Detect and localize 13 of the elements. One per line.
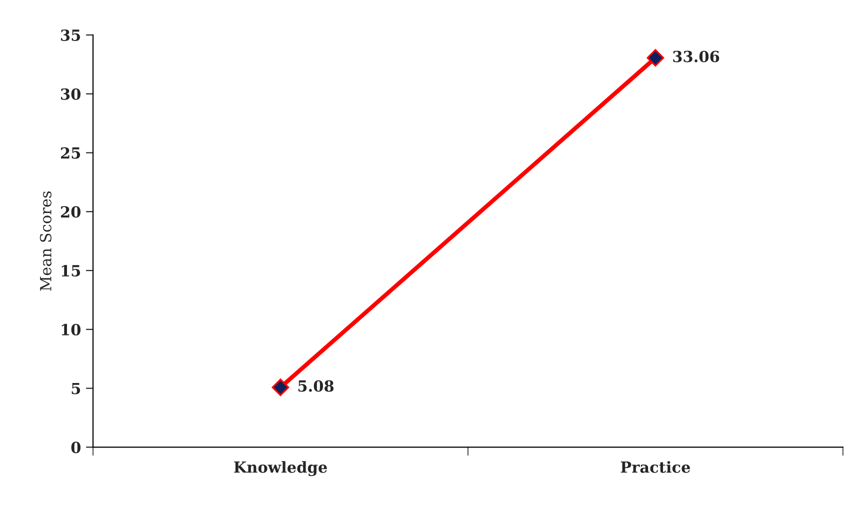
y-tick-label: 15 bbox=[62, 264, 80, 277]
y-tick-label: 20 bbox=[60, 206, 81, 218]
y-tick-label: 35 bbox=[61, 29, 80, 42]
data-label: 5.08 bbox=[298, 380, 334, 392]
y-tick-label: 30 bbox=[61, 88, 81, 100]
y-tick-label: 10 bbox=[62, 324, 81, 336]
data-label: 33.06 bbox=[673, 50, 720, 62]
y-tick-label: 0 bbox=[71, 442, 81, 454]
y-axis-title: Mean Scores bbox=[40, 191, 52, 291]
y-tick-label: 25 bbox=[60, 147, 80, 159]
x-tick-label: Knowledge bbox=[234, 461, 327, 476]
y-tick-label: 5 bbox=[72, 382, 80, 394]
x-tick-label: Practice bbox=[620, 461, 690, 473]
